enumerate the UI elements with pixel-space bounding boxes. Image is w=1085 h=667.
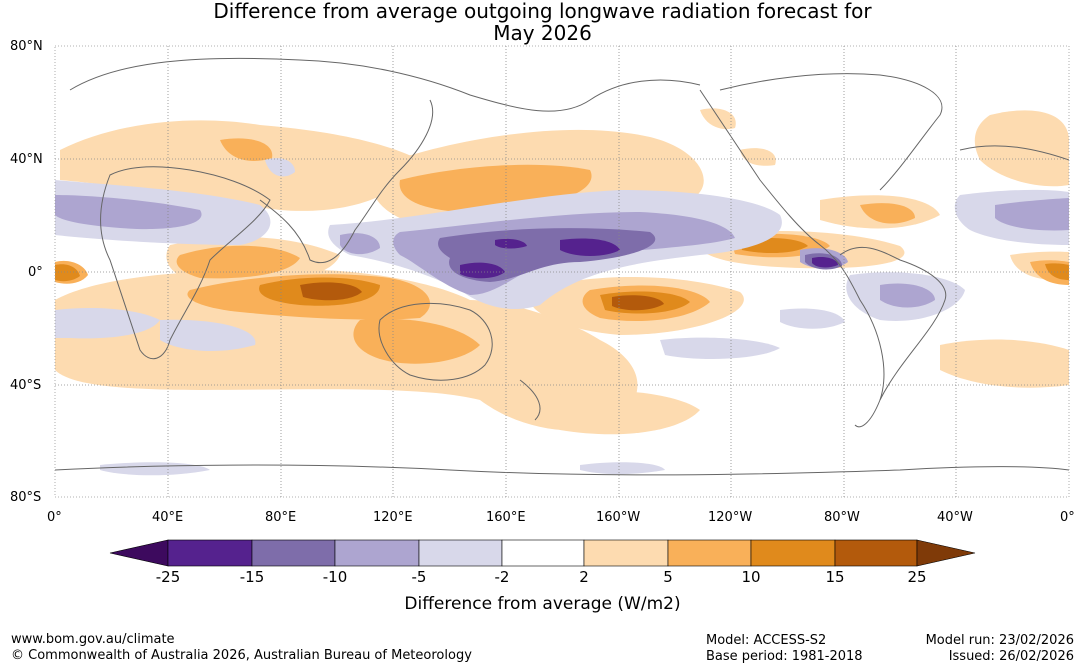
lat-label: 40°S (10, 378, 42, 393)
colorbar-tick-label: -10 (322, 568, 348, 586)
colorbar-tick-label: -25 (155, 568, 181, 586)
coastlines (55, 57, 1069, 476)
lon-label: 120°E (373, 510, 413, 525)
anomaly-neg15-neg25 (460, 238, 838, 279)
map-title-line2: May 2026 (493, 21, 592, 45)
colorbar-swatch (750, 539, 836, 567)
anomaly-fields (55, 57, 1069, 476)
lon-label: 80°W (824, 510, 860, 525)
colorbar-title: Difference from average (W/m2) (404, 594, 681, 614)
colorbar-swatch (667, 539, 752, 567)
colorbar (109, 539, 976, 567)
lat-label: 80°N (10, 39, 43, 54)
footer-issued: Issued: 26/02/2026 (948, 649, 1074, 664)
footer-model-run: Model run: 23/02/2026 (925, 633, 1074, 648)
colorbar-tick-label: 25 (907, 568, 927, 586)
lon-label: 160°E (486, 510, 526, 525)
colorbar-swatch (167, 539, 253, 567)
colorbar-arrow-min (109, 539, 169, 567)
colorbar-tick-label: 10 (741, 568, 761, 586)
colorbar-tick-label: 15 (825, 568, 845, 586)
colorbar-swatch (501, 539, 585, 567)
footer-model: Model: ACCESS-S2 (706, 633, 827, 648)
lon-label: 0° (1060, 510, 1075, 525)
colorbar-swatch (834, 539, 918, 567)
colorbar-arrow-max (916, 539, 976, 567)
colorbar-tick-label: -15 (239, 568, 265, 586)
colorbar-swatch (583, 539, 669, 567)
colorbar-tick-label: 5 (663, 568, 673, 586)
lon-label: 160°W (596, 510, 641, 525)
lon-label: 0° (47, 510, 62, 525)
lon-label: 40°W (937, 510, 973, 525)
lat-label: 40°N (10, 152, 43, 167)
lon-label: 40°E (152, 510, 184, 525)
footer-url: www.bom.gov.au/climate (11, 632, 175, 647)
footer-copyright: © Commonwealth of Australia 2026, Austra… (11, 648, 472, 663)
colorbar-swatch (418, 539, 503, 567)
colorbar-tick-label: -2 (494, 568, 510, 586)
lon-label: 120°W (708, 510, 753, 525)
gridlines (55, 46, 1069, 497)
lat-label: 80°S (10, 490, 42, 505)
colorbar-tick-label: 2 (579, 568, 589, 586)
colorbar-swatch (251, 539, 336, 567)
footer-base-period: Base period: 1981-2018 (706, 649, 863, 664)
colorbar-tick-label: -5 (411, 568, 427, 586)
anomaly-15-25 (300, 282, 664, 311)
lon-label: 80°E (265, 510, 297, 525)
lat-label: 0° (28, 265, 43, 280)
colorbar-swatch (334, 539, 420, 567)
map-title-line1: Difference from average outgoing longwav… (213, 0, 872, 23)
